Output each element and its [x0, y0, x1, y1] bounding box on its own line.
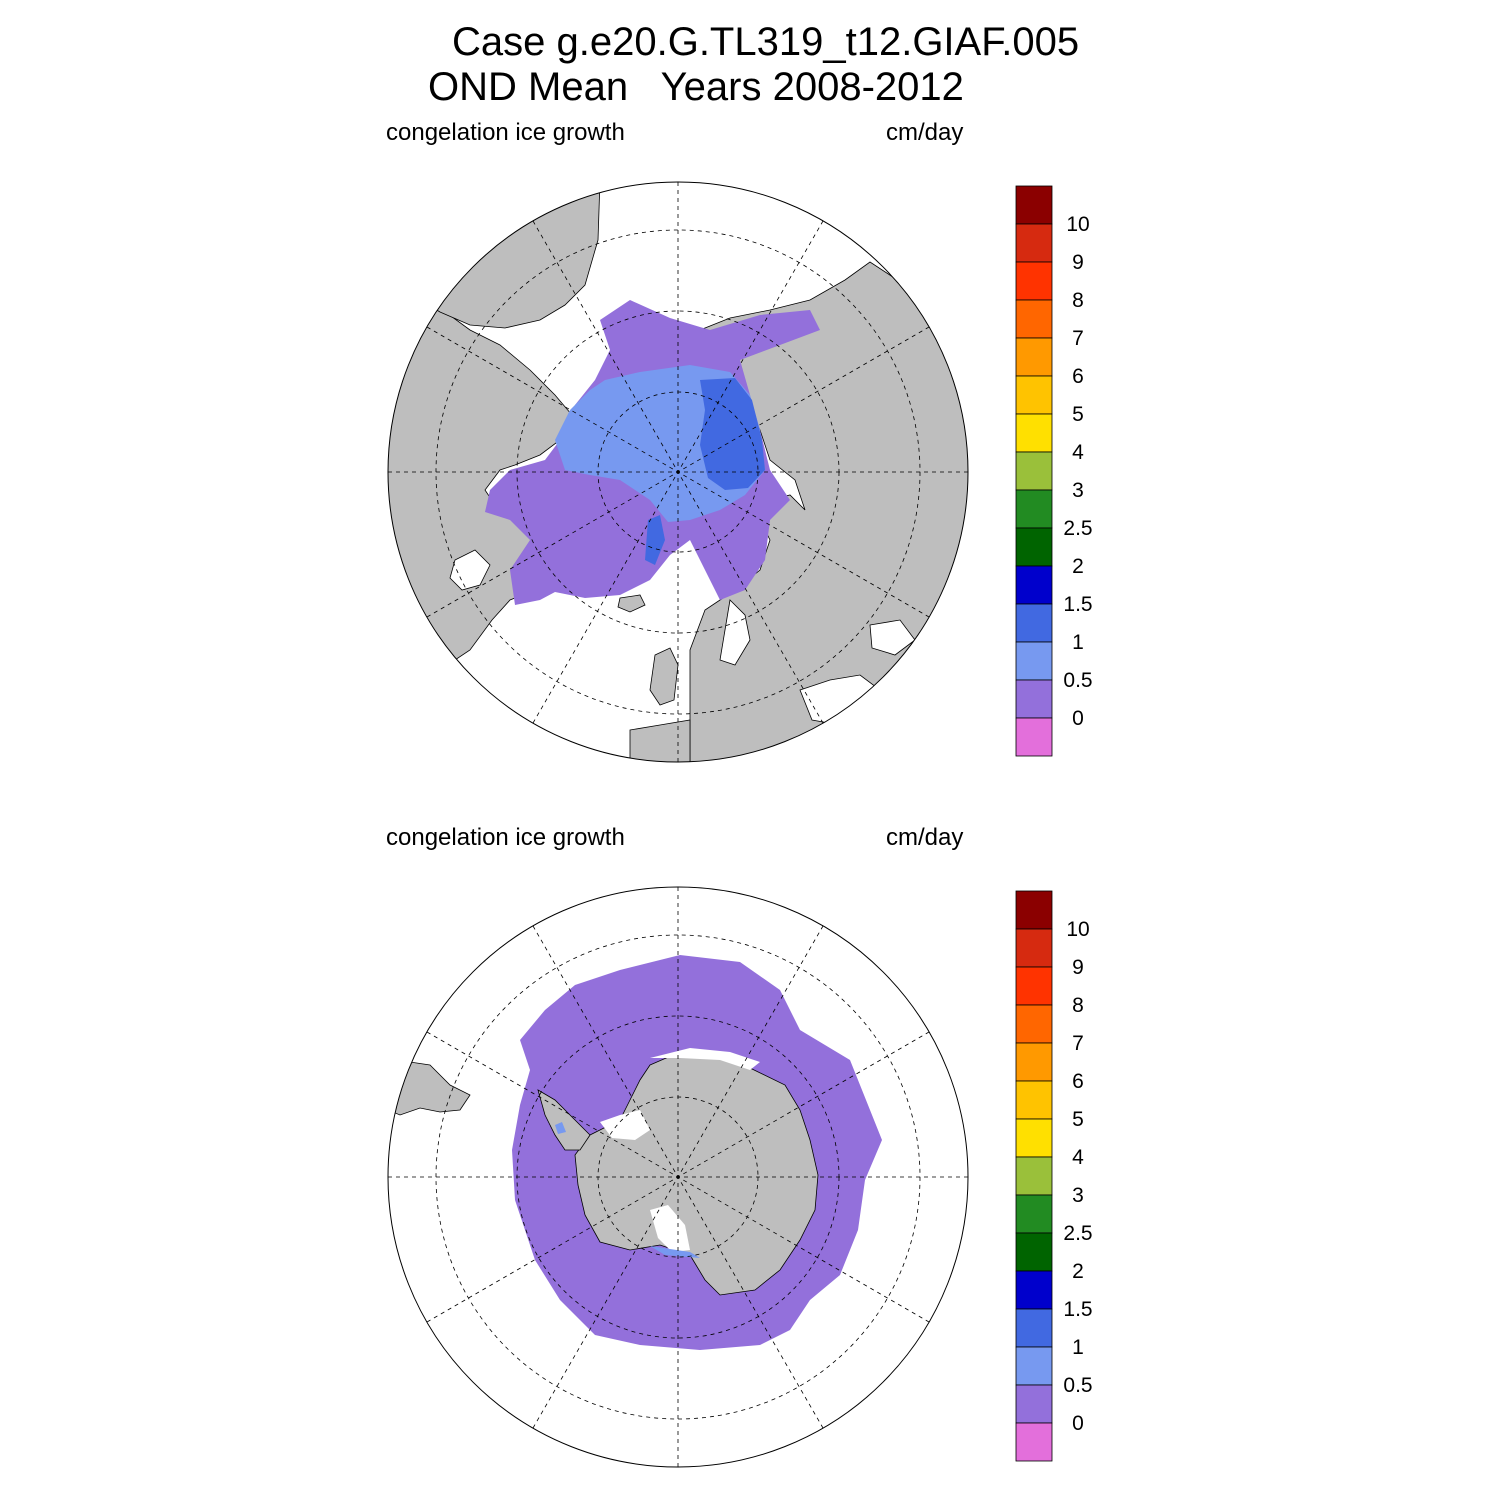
south-colorbar-box-6: [1015, 1118, 1053, 1158]
north-colorbar-box-3: [1015, 299, 1053, 339]
north-colorbar-box-13: [1015, 679, 1053, 719]
north-land-europe-south: [629, 719, 691, 762]
north-colorbar-label: 1.5: [1063, 593, 1092, 616]
south-colorbar-label: 5: [1072, 1108, 1084, 1131]
north-land-iceland: [617, 594, 646, 613]
south-colorbar-label: 3: [1072, 1184, 1084, 1207]
south-colorbar-box-2: [1015, 966, 1053, 1006]
north-colorbar-box-4: [1015, 337, 1053, 377]
south-colorbar-box-13: [1015, 1384, 1053, 1424]
south-variable-label: congelation ice growth: [386, 824, 625, 851]
south-colorbar-box-10: [1015, 1270, 1053, 1310]
south-colorbar-label: 0.5: [1063, 1374, 1092, 1397]
north-colorbar-label: 6: [1072, 365, 1084, 388]
south-colorbar-label: 6: [1072, 1070, 1084, 1093]
north-colorbar-box-2: [1015, 261, 1053, 301]
north-colorbar-label: 5: [1072, 403, 1084, 426]
south-land-antarctic-peninsula: [537, 1089, 591, 1151]
south-colorbar-label: 2.5: [1063, 1222, 1092, 1245]
north-ice-high-strait: [645, 515, 665, 565]
north-map-border: [387, 181, 969, 763]
south-colorbar-box-5: [1015, 1080, 1053, 1120]
south-colorbar-label: 2: [1072, 1260, 1084, 1283]
north-colorbar-box-11: [1015, 603, 1053, 643]
south-colorbar-box-8: [1015, 1194, 1053, 1234]
south-colorbar-box-1: [1015, 928, 1053, 968]
north-colorbar: 10 9 8 7 6 5 4 3 2.5 2 1.5 1 0.5 0: [1015, 185, 1093, 757]
south-colorbar-label: 7: [1072, 1032, 1084, 1055]
north-colorbar-label: 1: [1072, 631, 1084, 654]
south-colorbar: 10 9 8 7 6 5 4 3 2.5 2 1.5 1 0.5 0: [1015, 890, 1093, 1462]
north-colorbar-box-9: [1015, 527, 1053, 567]
south-sea-weddell-gap: [600, 1110, 650, 1140]
north-colorbar-box-12: [1015, 641, 1053, 681]
north-land-britain: [649, 647, 679, 706]
south-polar-map: [387, 886, 969, 1468]
south-colorbar-box-14: [1015, 1422, 1053, 1462]
south-colorbar-box-0: [1015, 890, 1053, 930]
south-colorbar-box-9: [1015, 1232, 1053, 1272]
north-colorbar-label: 0: [1072, 707, 1084, 730]
north-variable-label: congelation ice growth: [386, 119, 625, 146]
south-colorbar-label: 1.5: [1063, 1298, 1092, 1321]
north-colorbar-label: 8: [1072, 289, 1084, 312]
north-colorbar-label: 0.5: [1063, 669, 1092, 692]
title-line-1: Case g.e20.G.TL319_t12.GIAF.005: [452, 20, 1080, 64]
north-ice-high-zone: [700, 378, 765, 490]
south-land-south-america: [388, 1061, 471, 1116]
north-colorbar-box-0: [1015, 185, 1053, 225]
south-colorbar-label: 4: [1072, 1146, 1084, 1169]
north-colorbar-label: 9: [1072, 251, 1084, 274]
south-sea-ross-gap: [650, 1205, 690, 1252]
north-sea-black: [869, 619, 916, 656]
north-colorbar-label: 3: [1072, 479, 1084, 502]
south-colorbar-box-11: [1015, 1308, 1053, 1348]
north-colorbar-label: 4: [1072, 441, 1084, 464]
north-colorbar-box-5: [1015, 375, 1053, 415]
north-colorbar-label: 7: [1072, 327, 1084, 350]
north-units-label: cm/day: [886, 119, 964, 146]
south-map-border: [387, 886, 969, 1468]
south-colorbar-label: 8: [1072, 994, 1084, 1017]
south-coastal-gap: [650, 1048, 760, 1070]
south-colorbar-label: 9: [1072, 956, 1084, 979]
north-sea-baltic: [719, 599, 751, 666]
north-colorbar-box-1: [1015, 223, 1053, 263]
north-colorbar-box-6: [1015, 413, 1053, 453]
south-units-label: cm/day: [886, 824, 964, 851]
north-colorbar-label: 10: [1066, 213, 1089, 236]
north-colorbar-box-10: [1015, 565, 1053, 605]
south-colorbar-box-3: [1015, 1004, 1053, 1044]
north-colorbar-label: 2.5: [1063, 517, 1092, 540]
north-sea-hudson: [449, 549, 491, 591]
south-graticule: [388, 887, 968, 1467]
north-colorbar-box-7: [1015, 451, 1053, 491]
south-ice-mid-ross: [650, 1246, 700, 1258]
south-colorbar-box-7: [1015, 1156, 1053, 1196]
north-colorbar-label: 2: [1072, 555, 1084, 578]
north-polar-map: [387, 181, 969, 763]
south-colorbar-label: 10: [1066, 918, 1089, 941]
title-line-2: OND Mean Years 2008-2012: [428, 65, 964, 109]
south-colorbar-box-4: [1015, 1042, 1053, 1082]
north-colorbar-box-8: [1015, 489, 1053, 529]
south-colorbar-box-12: [1015, 1346, 1053, 1386]
north-graticule: [388, 182, 968, 762]
south-ice-mid-peninsula: [555, 1122, 566, 1134]
north-colorbar-box-14: [1015, 717, 1053, 757]
south-colorbar-label: 1: [1072, 1336, 1084, 1359]
south-colorbar-label: 0: [1072, 1412, 1084, 1435]
